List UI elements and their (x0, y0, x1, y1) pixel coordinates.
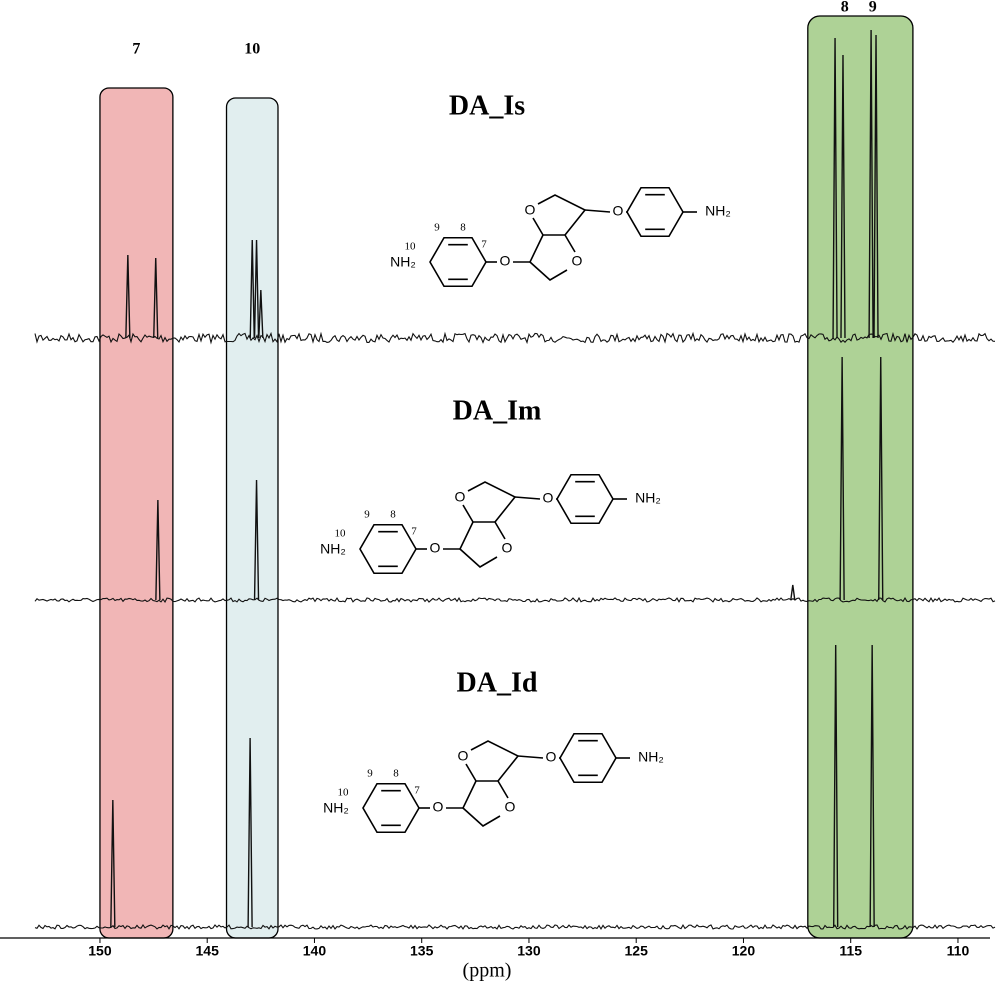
atom-label: O (546, 749, 557, 765)
bond (514, 496, 541, 500)
x-tick-label: 150 (88, 943, 112, 959)
atom-label: 7 (481, 239, 487, 251)
bond (517, 755, 544, 759)
atom-label: 10 (335, 528, 347, 540)
atom-label: NH₂ (705, 203, 731, 219)
x-tick-label: 120 (732, 943, 756, 959)
atom-label: 9 (367, 768, 373, 780)
bond (462, 780, 501, 827)
atom-label: 7 (411, 526, 417, 538)
x-tick-label: 110 (947, 943, 970, 959)
peak (155, 499, 161, 601)
baseline-noise (34, 596, 996, 604)
peak (840, 54, 846, 339)
peak (832, 37, 838, 339)
peak (110, 799, 116, 928)
bond (465, 763, 509, 799)
atom-label: O (543, 490, 554, 506)
bond (584, 209, 611, 213)
baseline-noise (34, 923, 996, 930)
plot-layer (0, 29, 996, 943)
highlight-label: 10 (244, 41, 260, 58)
atom-label: NH₂ (320, 541, 346, 557)
peak (247, 737, 253, 928)
atom-label: O (613, 203, 624, 219)
peak (869, 644, 875, 928)
series-name: DA_Is (449, 90, 525, 121)
bond (429, 236, 487, 288)
atom-label: NH₂ (638, 749, 664, 765)
bond (532, 217, 576, 253)
atom-label: NH₂ (390, 254, 416, 270)
series-name: DA_Id (457, 667, 538, 698)
atom-label: NH₂ (323, 800, 349, 816)
baseline-noise (34, 331, 996, 345)
bond (467, 481, 517, 523)
peak (878, 356, 884, 601)
highlight-box (807, 15, 914, 939)
highlight-box (99, 87, 174, 939)
peak (258, 289, 264, 339)
atom-label: 10 (405, 241, 417, 253)
peak (153, 257, 159, 339)
peak (790, 584, 796, 601)
bond (459, 521, 498, 568)
bond (556, 473, 614, 525)
highlight-box (225, 97, 279, 939)
atom-label: O (455, 489, 466, 505)
peak (253, 479, 260, 601)
highlight-label: 8 (841, 0, 849, 16)
peak (249, 239, 255, 339)
x-tick-label: 115 (839, 943, 862, 959)
atom-label: 8 (460, 222, 466, 234)
atom-label: O (458, 748, 469, 764)
bond (470, 740, 520, 782)
bond (537, 194, 587, 236)
atom-label: 8 (390, 509, 396, 521)
peak (125, 254, 131, 339)
highlight-label: 9 (869, 0, 877, 16)
atom-label: O (572, 253, 583, 269)
atom-label: O (430, 540, 441, 556)
atom-label: O (525, 202, 536, 218)
bond (529, 234, 568, 281)
peak (253, 239, 260, 339)
bond (626, 186, 684, 238)
x-tick-label: 140 (303, 943, 327, 959)
bond (359, 523, 417, 575)
atom-label: 7 (414, 785, 420, 797)
peak (868, 29, 874, 339)
atom-label: 10 (338, 787, 350, 799)
bond (362, 782, 420, 834)
atom-label: NH₂ (635, 490, 661, 506)
peak (832, 644, 839, 928)
x-axis-label: (ppm) (463, 960, 512, 982)
atom-label: O (502, 540, 513, 556)
peak (839, 356, 845, 601)
atom-label: O (500, 253, 511, 269)
highlight-label: 7 (132, 41, 140, 58)
x-tick-label: 135 (410, 943, 434, 959)
x-tick-label: 125 (625, 943, 649, 959)
x-tick-label: 130 (517, 943, 541, 959)
atom-label: O (505, 799, 516, 815)
peak (873, 34, 879, 339)
bond (559, 732, 617, 784)
bond (462, 504, 506, 540)
x-tick-label: 145 (196, 943, 220, 959)
series-name: DA_Im (453, 395, 542, 426)
atom-label: O (433, 799, 444, 815)
atom-label: 9 (364, 509, 370, 521)
atom-label: 8 (393, 768, 399, 780)
atom-label: 9 (434, 222, 440, 234)
